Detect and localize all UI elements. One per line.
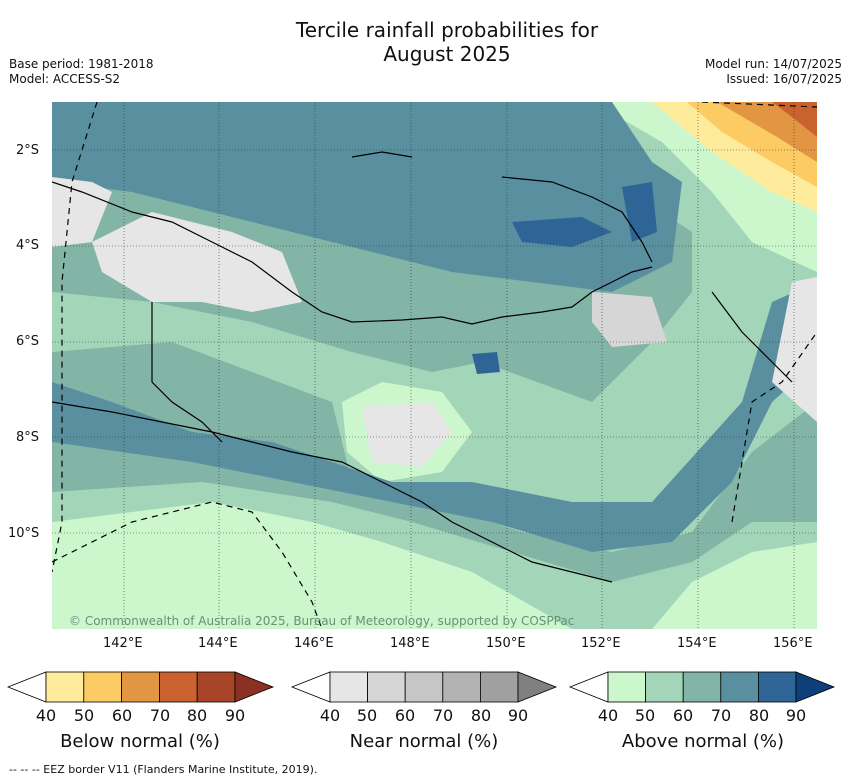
- eez-borders: [52, 102, 817, 629]
- map-canvas: [52, 102, 817, 629]
- dark-blue-patch-3: [472, 352, 500, 374]
- colorbar-above-normal: [568, 671, 836, 703]
- lon-label-154e: 154°E: [677, 636, 717, 651]
- colorbar-segment: [121, 671, 160, 703]
- eez-northeast: [701, 102, 817, 108]
- cb2-tick-60: 60: [672, 706, 694, 725]
- eez-legend-footer: -- -- -- EEZ border V11 (Flanders Marine…: [9, 763, 318, 776]
- model-run: Model run: 14/07/2025: [704, 57, 842, 71]
- cb1-tick-40: 40: [319, 706, 341, 725]
- colorbar-segment: [329, 671, 368, 703]
- cb2-tick-90: 90: [785, 706, 807, 725]
- graticule: [52, 102, 817, 629]
- eez-west: [52, 102, 98, 573]
- issued-date: Issued: 16/07/2025: [726, 72, 842, 86]
- colorbar-segment: [682, 671, 722, 703]
- cb0-tick-80: 80: [186, 706, 208, 725]
- dark-teal-south: [52, 282, 817, 552]
- colorbar-extend-high: [517, 671, 558, 703]
- near-normal-west: [52, 177, 112, 247]
- cb1-tick-80: 80: [470, 706, 492, 725]
- colorbar-label-near: Near normal (%): [349, 731, 499, 752]
- colorbar-segment: [442, 671, 481, 703]
- cb1-tick-60: 60: [394, 706, 416, 725]
- cb0-tick-90: 90: [224, 706, 246, 725]
- colorbar-extend-high: [795, 671, 836, 703]
- colorbar-near-normal: [290, 671, 558, 703]
- colorbar-label-below: Below normal (%): [60, 731, 220, 752]
- near-normal-center: [362, 402, 452, 467]
- lat-label-2s: 2°S: [16, 143, 40, 158]
- lon-label-152e: 152°E: [581, 636, 621, 651]
- png-south-coast: [52, 401, 613, 583]
- cb0-tick-40: 40: [35, 706, 57, 725]
- cb0-tick-70: 70: [149, 706, 171, 725]
- colorbar-segment: [196, 671, 236, 703]
- near-normal-nw: [92, 212, 302, 312]
- lat-label-6s: 6°S: [16, 334, 40, 349]
- dark-blue-patch-2: [622, 182, 657, 242]
- title-line-2: August 2025: [383, 42, 511, 66]
- meta-left: Base period: 1981-2018 Model: ACCESS-S2: [9, 57, 154, 87]
- copyright-notice: © Commonwealth of Australia 2025, Bureau…: [69, 614, 575, 628]
- colorbar-segment: [404, 671, 444, 703]
- colorbar-segment: [367, 671, 406, 703]
- lat-label-10s: 10°S: [8, 526, 40, 541]
- cb2-tick-70: 70: [710, 706, 732, 725]
- mid-teal-south: [52, 342, 817, 582]
- lon-label-144e: 144°E: [198, 636, 238, 651]
- map-title: Tercile rainfall probabilities for Augus…: [0, 18, 850, 66]
- cb2-tick-50: 50: [634, 706, 656, 725]
- eez-south: [52, 501, 323, 629]
- coastlines: [52, 151, 793, 583]
- title-line-1: Tercile rainfall probabilities for: [295, 18, 599, 42]
- cb0-tick-50: 50: [73, 706, 95, 725]
- model-name: Model: ACCESS-S2: [9, 72, 121, 86]
- colorbar-label-above: Above normal (%): [621, 731, 785, 752]
- new-ireland-coast: [501, 176, 653, 263]
- lon-label-150e: 150°E: [486, 636, 526, 651]
- cb0-tick-60: 60: [111, 706, 133, 725]
- below-normal-70-80: [772, 102, 817, 137]
- map-panel: [52, 102, 817, 629]
- cb1-tick-90: 90: [507, 706, 529, 725]
- bougainville-coast: [711, 291, 793, 383]
- colorbar-extend-low: [6, 671, 47, 703]
- light-green-se: [652, 542, 817, 629]
- colorbar-segment: [479, 671, 519, 703]
- cb2-tick-40: 40: [597, 706, 619, 725]
- colorbar-segment: [45, 671, 85, 703]
- colorbar-segment: [607, 671, 646, 703]
- cb1-tick-70: 70: [432, 706, 454, 725]
- colorbar-segment: [720, 671, 759, 703]
- dark-teal-north: [52, 102, 682, 292]
- light-green-sw: [52, 502, 572, 629]
- lon-label-146e: 146°E: [294, 636, 334, 651]
- base-period: Base period: 1981-2018: [9, 57, 154, 71]
- dark-blue-patch-1: [512, 217, 612, 247]
- colorbars: [6, 671, 836, 703]
- colorbar-segment: [758, 671, 797, 703]
- colorbar-segment: [645, 671, 684, 703]
- lat-label-8s: 8°S: [16, 430, 40, 445]
- colorbar-below-normal: [6, 671, 275, 703]
- colorbar-segment: [83, 671, 123, 703]
- lon-label-156e: 156°E: [773, 636, 813, 651]
- cb2-tick-80: 80: [748, 706, 770, 725]
- meta-right: Model run: 14/07/2025 Issued: 16/07/2025: [705, 57, 842, 87]
- north-islands: [351, 151, 413, 158]
- eez-east: [731, 331, 817, 523]
- lon-label-148e: 148°E: [390, 636, 430, 651]
- png-north-coast: [52, 181, 653, 325]
- lon-label-142e: 142°E: [103, 636, 143, 651]
- near-normal-east: [772, 277, 817, 422]
- lat-label-4s: 4°S: [16, 238, 40, 253]
- cb1-tick-50: 50: [356, 706, 378, 725]
- colorbar-segment: [158, 671, 198, 703]
- near-normal-ne: [592, 292, 667, 347]
- colorbar-extend-high: [234, 671, 275, 703]
- colorbar-extend-low: [290, 671, 331, 703]
- border-line: [151, 302, 223, 443]
- colorbar-extend-low: [568, 671, 609, 703]
